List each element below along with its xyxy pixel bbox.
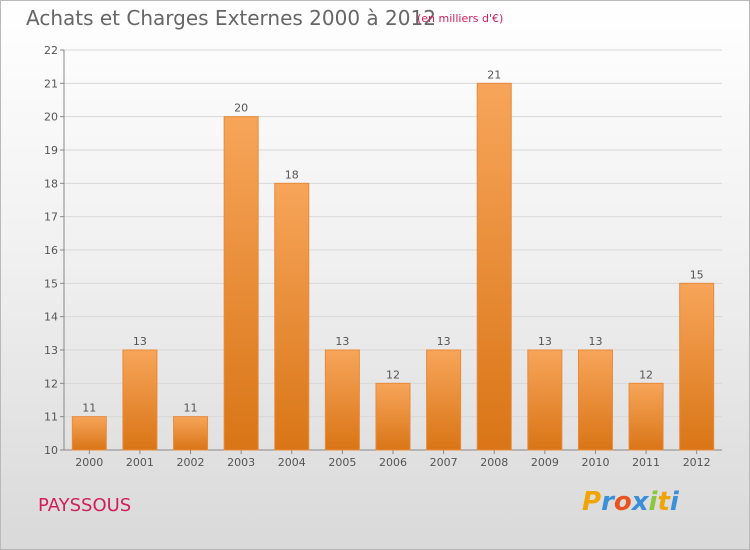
data-label-2011: 12 <box>639 368 653 381</box>
labels: 10 11 12 13 14 15 16 17 18 19 20 21 22 11 2000 13 2001 11… <box>44 44 711 469</box>
bar-2006 <box>375 382 411 451</box>
y-tick-label: 18 <box>44 177 58 190</box>
commune-name: PAYSSOUS <box>38 495 132 516</box>
bar-2012 <box>679 282 715 451</box>
bar-2008 <box>476 82 512 451</box>
bar-2001 <box>122 349 158 451</box>
logo-letter: i <box>648 487 658 517</box>
bar-2010 <box>577 349 613 451</box>
x-tick-label-2008: 2008 <box>480 456 508 469</box>
y-tick-label: 19 <box>44 144 58 157</box>
unit-label: (en milliers d'€) <box>417 12 504 25</box>
data-label-2001: 13 <box>133 335 147 348</box>
x-tick-label-2006: 2006 <box>379 456 407 469</box>
chart-title: Achats et Charges Externes 2000 à 2012 <box>26 6 436 30</box>
x-tick-label-2009: 2009 <box>531 456 559 469</box>
y-tick-label: 12 <box>44 377 58 390</box>
y-tick-label: 22 <box>44 44 58 57</box>
bar-2000 <box>71 416 107 451</box>
logo-letter: P <box>582 487 602 517</box>
x-tick-label-2012: 2012 <box>683 456 711 469</box>
data-label-2012: 15 <box>690 268 704 281</box>
data-label-2002: 11 <box>184 402 198 415</box>
x-tick-label-2003: 2003 <box>227 456 255 469</box>
bar-2002 <box>173 416 209 451</box>
x-tick-label-2004: 2004 <box>278 456 306 469</box>
x-tick-label-2000: 2000 <box>75 456 103 469</box>
y-tick-label: 14 <box>44 311 58 324</box>
bar-2005 <box>324 349 360 451</box>
y-tick-label: 15 <box>44 277 58 290</box>
data-label-2009: 13 <box>538 335 552 348</box>
logo-letter: o <box>613 487 632 517</box>
y-tick-label: 21 <box>44 77 58 90</box>
bar-2007 <box>426 349 462 451</box>
bar-2003 <box>223 116 259 451</box>
x-tick-label-2007: 2007 <box>430 456 458 469</box>
data-label-2008: 21 <box>487 68 501 81</box>
logo-letter: i <box>669 487 679 517</box>
data-label-2003: 20 <box>234 102 248 115</box>
data-label-2006: 12 <box>386 368 400 381</box>
bars <box>71 82 715 451</box>
data-label-2007: 13 <box>437 335 451 348</box>
x-tick-label-2010: 2010 <box>581 456 609 469</box>
y-tick-label: 16 <box>44 244 58 257</box>
y-tick-label: 13 <box>44 344 58 357</box>
x-tick-label-2005: 2005 <box>328 456 356 469</box>
y-tick-label: 10 <box>44 444 58 457</box>
x-tick-label-2002: 2002 <box>177 456 205 469</box>
data-label-2010: 13 <box>588 335 602 348</box>
proxiti-logo: Proxiti <box>582 487 679 517</box>
data-label-2004: 18 <box>285 168 299 181</box>
logo-letter: t <box>657 487 670 517</box>
logo-letter: r <box>601 487 614 517</box>
y-tick-label: 11 <box>44 411 58 424</box>
bar-2004 <box>274 182 310 451</box>
bar-2011 <box>628 382 664 451</box>
y-tick-label: 20 <box>44 111 58 124</box>
bar-2009 <box>527 349 563 451</box>
data-label-2005: 13 <box>335 335 349 348</box>
y-tick-label: 17 <box>44 211 58 224</box>
data-label-2000: 11 <box>82 402 96 415</box>
logo-letter: x <box>631 487 649 517</box>
x-tick-label-2001: 2001 <box>126 456 154 469</box>
x-tick-label-2011: 2011 <box>632 456 660 469</box>
